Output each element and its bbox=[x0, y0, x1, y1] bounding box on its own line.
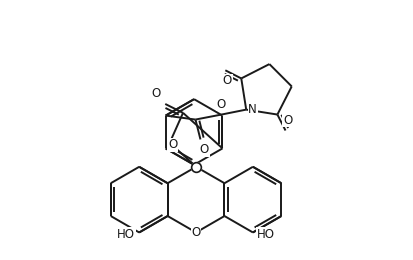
Text: O: O bbox=[168, 138, 177, 151]
Text: O: O bbox=[282, 114, 292, 127]
Text: O: O bbox=[216, 98, 225, 110]
Text: O: O bbox=[151, 87, 160, 100]
Text: HO: HO bbox=[256, 228, 274, 241]
Text: HO: HO bbox=[117, 228, 135, 241]
Text: O: O bbox=[222, 74, 231, 87]
Text: O: O bbox=[191, 226, 200, 239]
Text: O: O bbox=[199, 144, 209, 157]
Text: N: N bbox=[248, 103, 256, 116]
